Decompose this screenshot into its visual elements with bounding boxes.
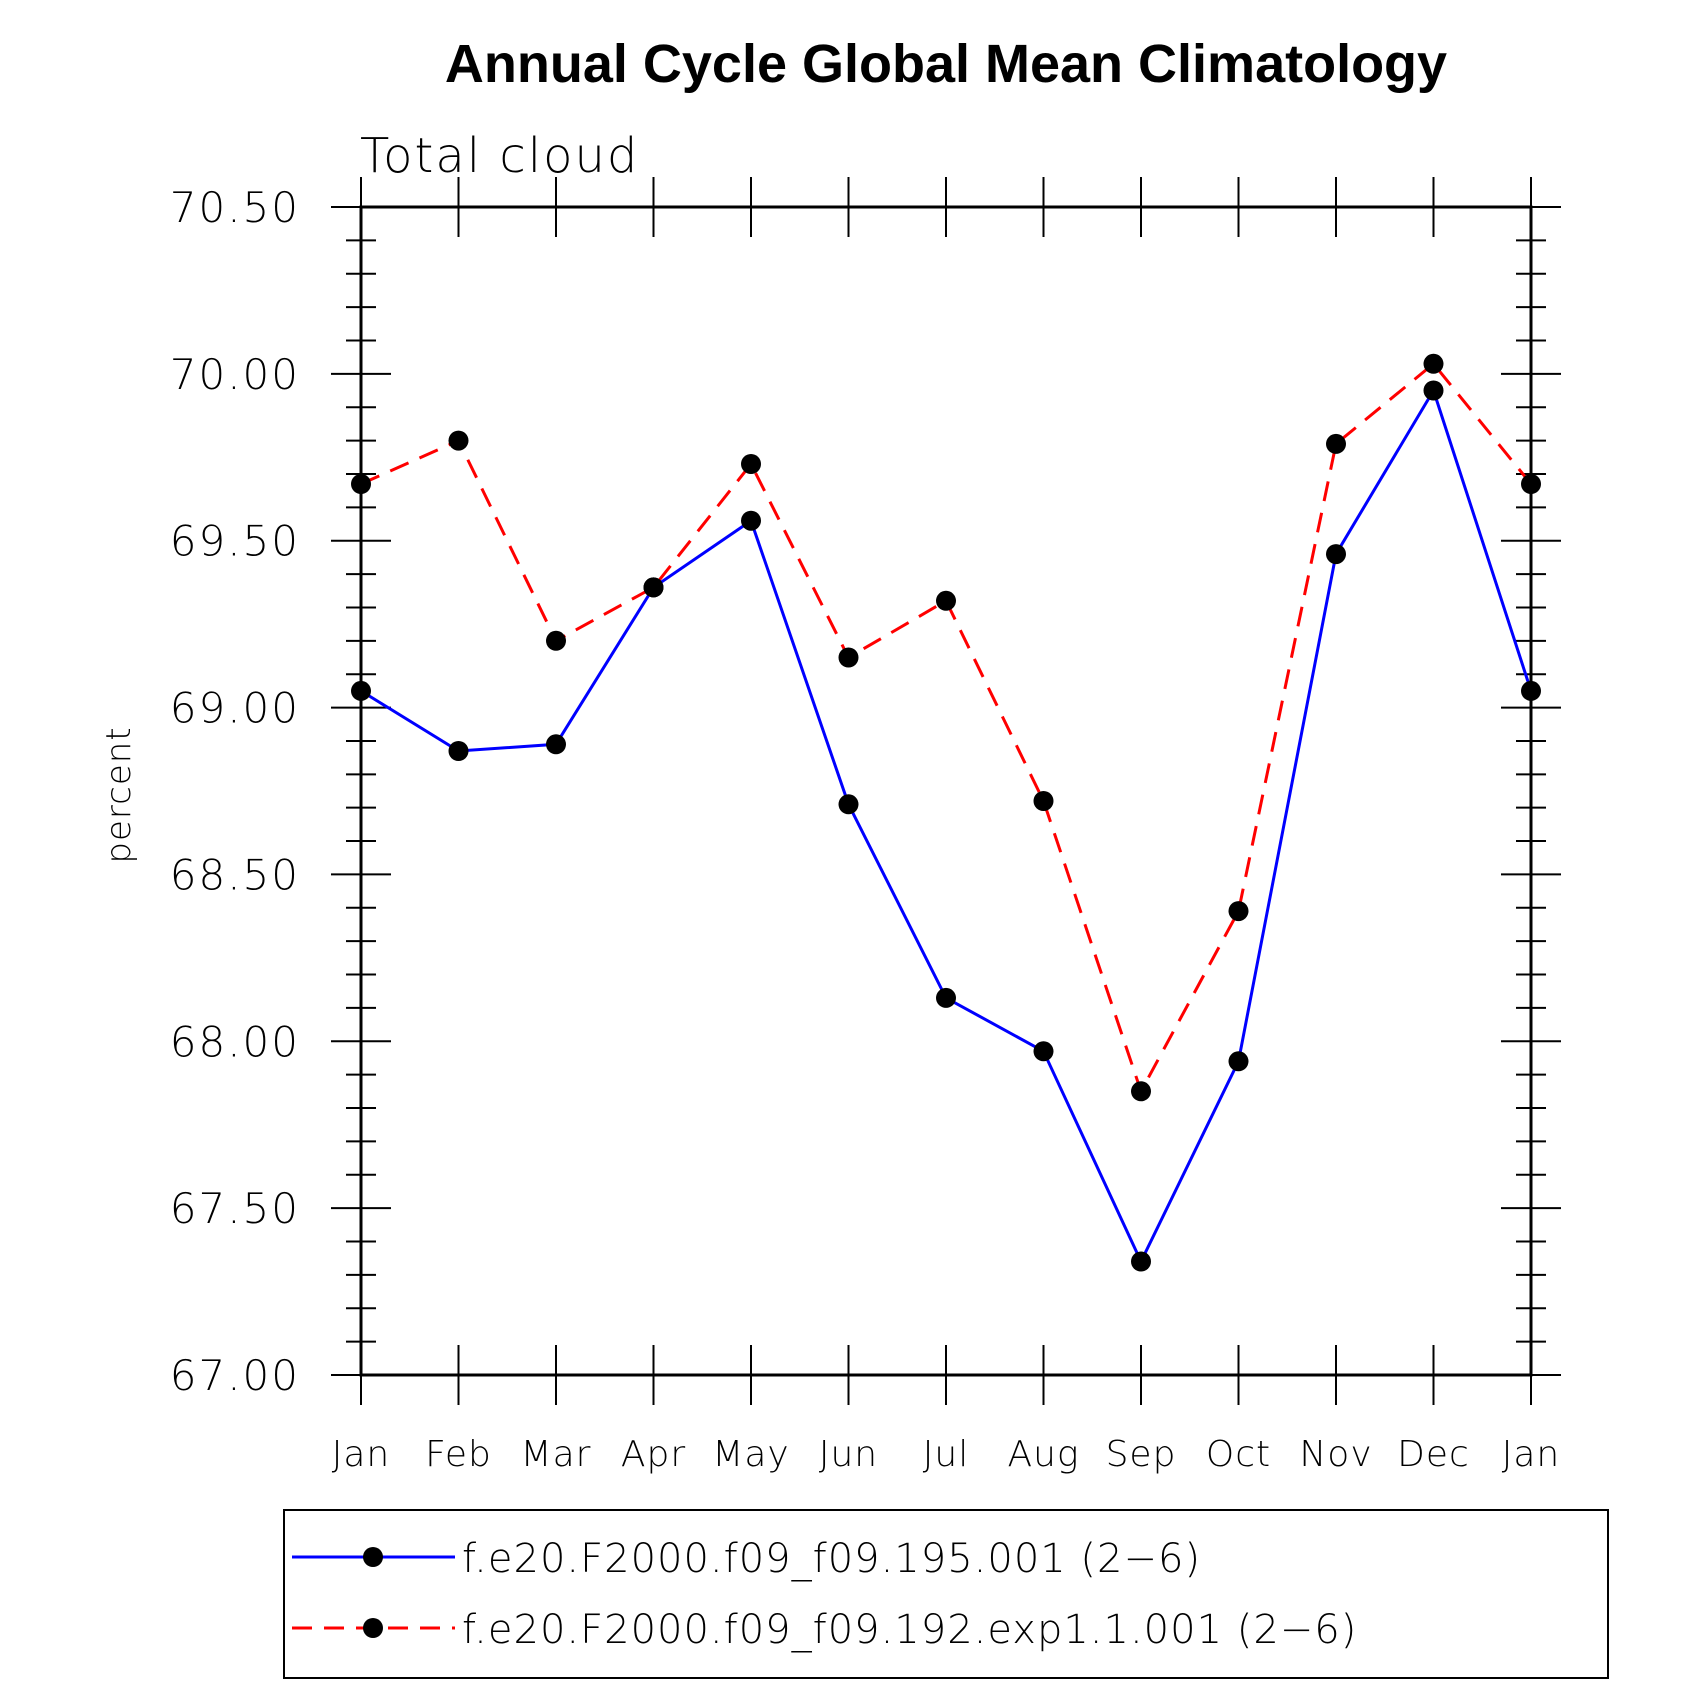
series-1-point xyxy=(1033,1041,1054,1062)
y-tick-label: 70.00 xyxy=(170,350,300,399)
series-1-point xyxy=(936,987,956,1008)
x-tick-label: Nov xyxy=(1299,1434,1372,1475)
y-axis-label: percent xyxy=(99,726,139,863)
x-tick-label: Sep xyxy=(1106,1434,1177,1475)
series-1-point xyxy=(546,734,566,755)
series-1-point xyxy=(838,794,859,815)
axis-ticks xyxy=(331,177,1561,1405)
series-2-point xyxy=(1326,433,1346,454)
series-layer xyxy=(351,353,1541,1272)
x-tick-label: Dec xyxy=(1397,1434,1470,1475)
series-2-point xyxy=(741,454,761,474)
chart-subtitle: Total cloud xyxy=(360,128,639,184)
x-tick-label: Oct xyxy=(1206,1434,1271,1475)
series-1-point xyxy=(741,510,761,531)
x-tick-labels: Jan Feb Mar Apr May Jun Jul Aug Sep Oct Nov Dec Jan xyxy=(332,1434,1561,1475)
x-tick-label: Mar xyxy=(521,1434,592,1475)
x-tick-label: Jan xyxy=(332,1434,391,1475)
series-1-point xyxy=(1131,1251,1151,1272)
x-tick-label: Jun xyxy=(819,1434,878,1475)
legend-label-2: f.e20.F2000.f09_f09.192.exp1.1.001 (2−6) xyxy=(462,1607,1357,1653)
y-tick-labels: 67.00 67.50 68.00 68.50 69.00 69.50 70.00 70.50 xyxy=(170,183,300,1400)
series-2-point xyxy=(838,647,859,668)
y-tick-label: 67.00 xyxy=(170,1351,300,1400)
series-2-point xyxy=(643,577,664,598)
y-tick-label: 68.00 xyxy=(170,1017,300,1066)
legend-label-1: f.e20.F2000.f09_f09.195.001 (2−6) xyxy=(462,1536,1201,1582)
y-tick-label: 69.00 xyxy=(170,684,300,733)
series-1-point xyxy=(1228,1051,1249,1072)
plot-frame xyxy=(359,205,1533,1377)
series-line-1 xyxy=(360,386,1533,1265)
y-tick-label: 69.50 xyxy=(170,517,300,566)
series-1-point xyxy=(448,741,469,761)
y-tick-label: 70.50 xyxy=(170,183,300,232)
x-tick-label: May xyxy=(712,1434,789,1475)
legend: f.e20.F2000.f09_f09.195.001 (2−6) f.e20.… xyxy=(283,1509,1609,1679)
x-tick-label: Apr xyxy=(621,1434,686,1475)
y-tick-label: 68.50 xyxy=(170,850,300,899)
x-tick-label: Feb xyxy=(425,1434,492,1475)
series-1-point xyxy=(1423,380,1444,401)
series-2-point xyxy=(1423,353,1444,374)
legend-box xyxy=(283,1509,1609,1679)
series-2-point xyxy=(546,630,566,651)
x-tick-label: Aug xyxy=(1007,1434,1079,1475)
series-2-point xyxy=(936,590,956,611)
series-2-point xyxy=(1228,901,1249,922)
series-line-2 xyxy=(360,361,1533,1096)
x-tick-label: Jul xyxy=(923,1434,969,1475)
series-2-point xyxy=(1033,791,1054,811)
legend-marker-1 xyxy=(363,1547,383,1567)
chart-title: Annual Cycle Global Mean Climatology xyxy=(445,34,1447,94)
series-2-point xyxy=(1131,1081,1151,1102)
series-2-point xyxy=(448,430,469,451)
y-tick-label: 67.50 xyxy=(170,1184,300,1233)
x-tick-label: Jan xyxy=(1502,1434,1561,1475)
legend-marker-2 xyxy=(363,1618,383,1638)
series-1-point xyxy=(1326,544,1346,565)
